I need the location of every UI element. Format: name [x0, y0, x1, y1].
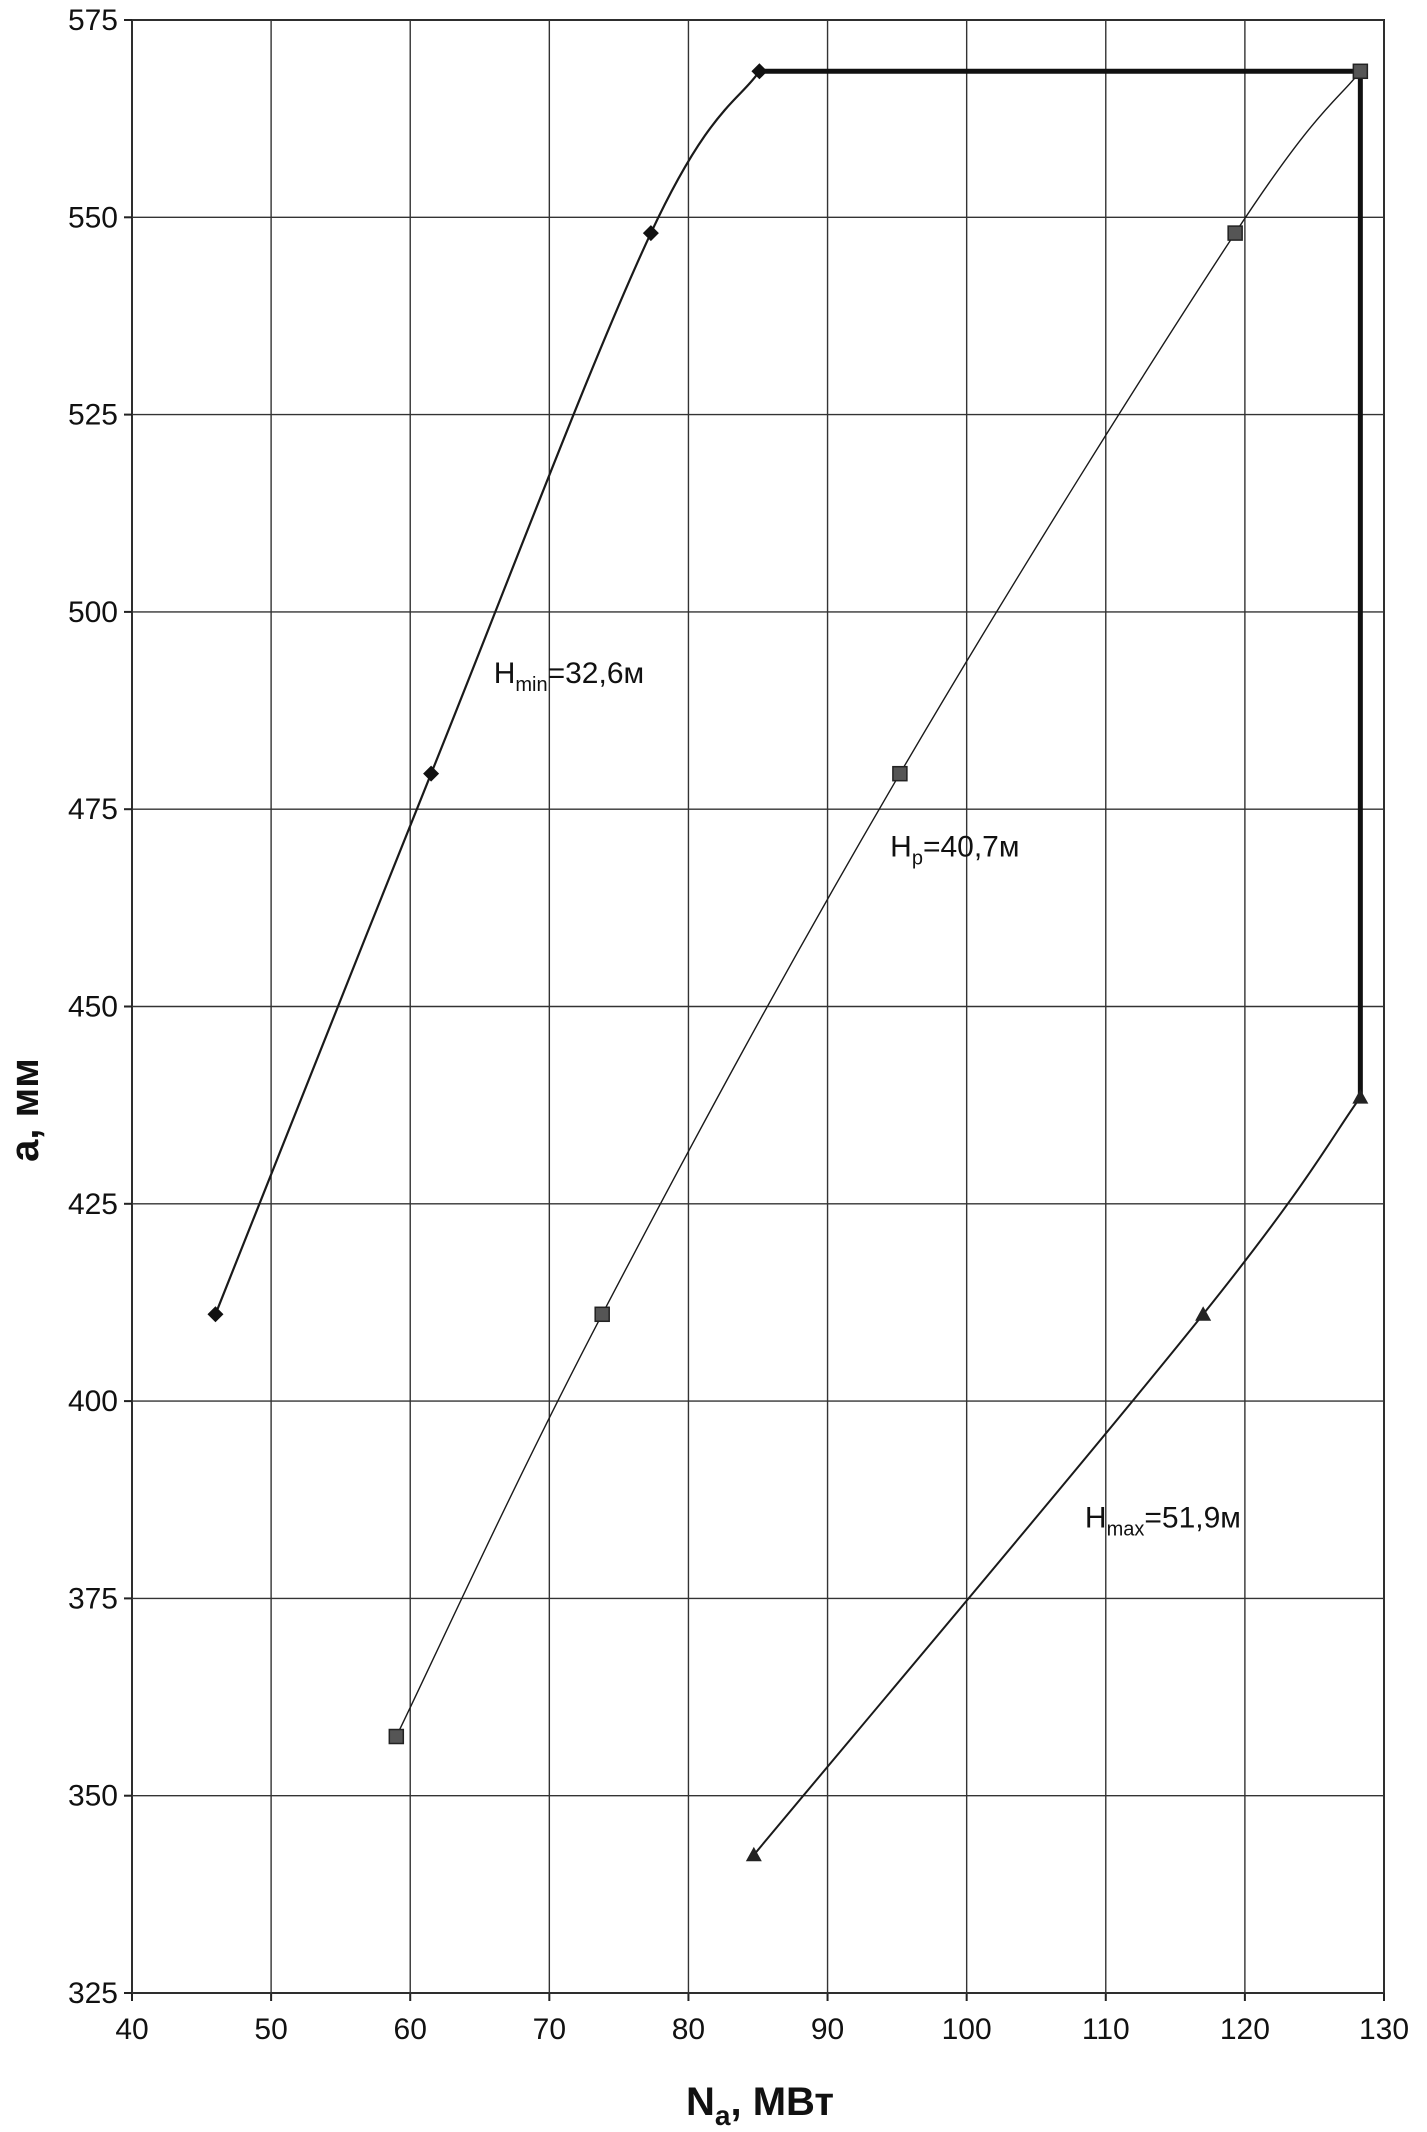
- data-point-square: [1352, 63, 1369, 80]
- y-tick-label: 425: [68, 1188, 118, 1221]
- data-point-diamond: [751, 63, 768, 80]
- series-line-2: [395, 70, 1361, 1737]
- y-tick-label: 375: [68, 1582, 118, 1615]
- y-axis-title: a, мм: [3, 1058, 47, 1162]
- y-tick-label: 575: [68, 4, 118, 37]
- data-point-square: [388, 1728, 405, 1745]
- series-label-2: Hp=40,7м: [890, 831, 1019, 870]
- data-point-diamond: [642, 225, 659, 242]
- annotations: Hmin=32,6м Hp=40,7м Hmax=51,9м: [494, 657, 1241, 1540]
- x-tick-label: 40: [115, 2013, 148, 2046]
- data-point-square: [594, 1306, 610, 1323]
- data-point-triangle: [1352, 1089, 1369, 1104]
- boundary-line: [759, 68, 1363, 1098]
- data-point-square: [892, 765, 908, 782]
- data-point-diamond: [207, 1306, 224, 1323]
- x-axis-title: Na, МВт: [686, 2080, 834, 2127]
- markers: [207, 63, 1369, 1862]
- x-tick-label: 120: [1220, 2013, 1270, 2046]
- series-label-3: Hmax=51,9м: [1085, 1501, 1241, 1540]
- y-tick-label: 550: [68, 201, 118, 234]
- y-tick-label: 500: [68, 596, 118, 629]
- y-tick-label: 400: [68, 1385, 118, 1418]
- y-tick-label: 475: [68, 793, 118, 826]
- y-tick-label: 350: [68, 1780, 118, 1813]
- series-line-1: [214, 70, 761, 1315]
- x-tick-label: 80: [672, 2013, 705, 2046]
- data-point-diamond: [423, 765, 440, 782]
- x-tick-label: 100: [942, 2013, 992, 2046]
- y-tick-label: 325: [68, 1977, 118, 2010]
- y-tick-label: 525: [68, 399, 118, 432]
- x-tick-label: 110: [1082, 2013, 1130, 2046]
- x-tick-label: 70: [533, 2013, 566, 2046]
- grid: [124, 19, 1385, 2001]
- series-line-3: [753, 1096, 1362, 1856]
- series: [214, 68, 1363, 1856]
- x-tick-label: 90: [811, 2013, 844, 2046]
- x-tick-label: 130: [1359, 2013, 1409, 2046]
- tick-labels: 40 50 60 70 80 90 100 110 120 130 325 350 375 400 425 4…: [68, 4, 1409, 2046]
- data-point-triangle: [745, 1846, 762, 1862]
- series-label-1: Hmin=32,6м: [494, 657, 644, 696]
- data-point-square: [1227, 225, 1243, 241]
- x-tick-label: 60: [394, 2013, 427, 2046]
- data-point-triangle: [1195, 1306, 1212, 1321]
- x-tick-label: 50: [254, 2013, 287, 2046]
- y-tick-label: 450: [68, 991, 118, 1024]
